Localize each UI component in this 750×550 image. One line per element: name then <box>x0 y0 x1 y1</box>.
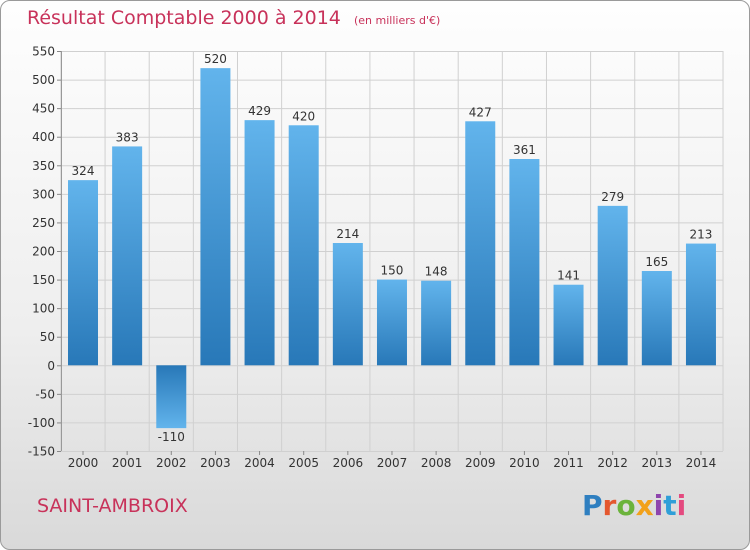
y-tick-label: 100 <box>32 302 55 316</box>
y-tick-label: 250 <box>32 216 55 230</box>
bar-2000 <box>68 180 98 366</box>
data-label: -110 <box>158 430 185 444</box>
brand-letter: r <box>602 489 617 522</box>
data-label: 165 <box>645 255 668 269</box>
proxiti-logo[interactable]: Proxiti <box>582 489 686 522</box>
y-axis-ticks: -150 -100 -50 0 50 100 150 200 250 300 350 400 450 50… <box>28 45 62 459</box>
x-tick-label: 2007 <box>377 456 408 470</box>
data-label: 383 <box>116 130 139 144</box>
x-tick-label: 2002 <box>156 456 187 470</box>
x-tick-label: 2004 <box>244 456 275 470</box>
x-axis-ticks: 2000 2001 2002 2003 2004 2005 2006 2007 2008 2009… <box>68 451 717 470</box>
data-label: 324 <box>72 164 95 178</box>
data-label: 361 <box>513 143 536 157</box>
bar-2003 <box>200 68 231 366</box>
commune-name: SAINT-AMBROIX <box>37 495 188 517</box>
y-tick-label: 500 <box>32 73 55 87</box>
x-tick-label: 2010 <box>509 456 540 470</box>
y-tick-label: 50 <box>40 330 55 344</box>
brand-letter: P <box>582 489 603 522</box>
y-tick-label: 0 <box>47 359 55 373</box>
bar-2005 <box>288 125 319 366</box>
title-row: Résultat Comptable 2000 à 2014 (en milli… <box>27 7 440 29</box>
brand-letter: i <box>653 489 664 522</box>
data-label: 427 <box>469 105 492 119</box>
bar-2012 <box>597 205 628 366</box>
data-label: 150 <box>381 264 404 278</box>
brand-letter: x <box>635 489 654 522</box>
data-label: 520 <box>204 52 227 66</box>
x-tick-label: 2011 <box>553 456 584 470</box>
bar-2001 <box>112 146 143 366</box>
bar-2006 <box>332 243 363 366</box>
bar-2014 <box>685 243 716 366</box>
bar-2010 <box>509 159 540 366</box>
y-tick-label: -150 <box>28 445 55 459</box>
brand-letter: i <box>676 489 687 522</box>
y-tick-label: -100 <box>28 416 55 430</box>
x-tick-label: 2012 <box>597 456 628 470</box>
data-labels: 324 383 -110 520 429 420 214 150 148 427 361 141 279… <box>72 52 713 444</box>
x-tick-label: 2009 <box>465 456 496 470</box>
bar-2004 <box>244 120 275 366</box>
bar-2008 <box>421 280 452 366</box>
y-tick-label: 300 <box>32 187 55 201</box>
chart-subtitle: (en milliers d'€) <box>353 14 441 27</box>
x-tick-label: 2005 <box>288 456 319 470</box>
y-tick-label: -50 <box>35 387 55 401</box>
chart-title: Résultat Comptable 2000 à 2014 <box>27 7 341 29</box>
y-tick-label: 450 <box>32 102 55 116</box>
data-label: 420 <box>292 109 315 123</box>
brand-letter: o <box>616 489 636 522</box>
y-tick-label: 150 <box>32 273 55 287</box>
x-tick-label: 2006 <box>333 456 364 470</box>
y-tick-label: 400 <box>32 130 55 144</box>
x-tick-label: 2013 <box>642 456 673 470</box>
y-tick-label: 550 <box>32 45 55 59</box>
bar-2007 <box>376 279 407 366</box>
x-tick-label: 2000 <box>68 456 99 470</box>
y-tick-label: 350 <box>32 159 55 173</box>
data-label: 214 <box>336 227 359 241</box>
bars <box>68 68 716 429</box>
x-tick-label: 2014 <box>686 456 717 470</box>
x-tick-label: 2001 <box>112 456 143 470</box>
data-label: 213 <box>690 228 713 242</box>
bar-2011 <box>553 284 584 366</box>
brand-letter: t <box>663 489 677 522</box>
bar-2009 <box>465 121 496 366</box>
y-tick-label: 200 <box>32 245 55 259</box>
bar-2002 <box>156 365 187 429</box>
data-label: 148 <box>425 265 448 279</box>
bar-2013 <box>641 271 672 366</box>
x-tick-label: 2003 <box>200 456 231 470</box>
x-tick-label: 2008 <box>421 456 452 470</box>
data-label: 141 <box>557 269 580 283</box>
data-label: 279 <box>601 190 624 204</box>
data-label: 429 <box>248 104 271 118</box>
